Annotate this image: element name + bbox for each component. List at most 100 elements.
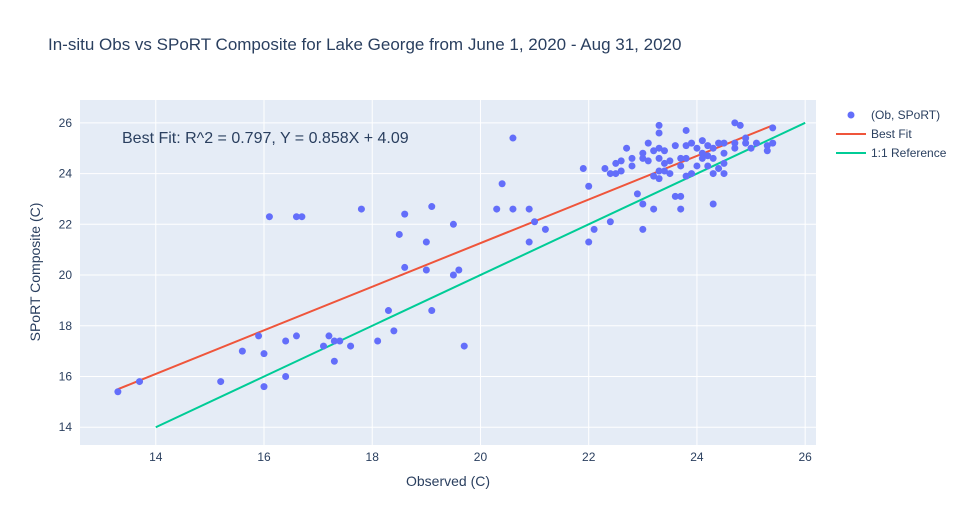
scatter-point[interactable] bbox=[677, 162, 685, 170]
scatter-point[interactable] bbox=[325, 332, 333, 340]
scatter-point[interactable] bbox=[650, 147, 658, 155]
scatter-point[interactable] bbox=[585, 182, 593, 190]
scatter-point[interactable] bbox=[525, 205, 533, 213]
scatter-point[interactable] bbox=[428, 307, 436, 315]
scatter-point[interactable] bbox=[606, 218, 614, 226]
scatter-point[interactable] bbox=[579, 164, 587, 172]
scatter-point[interactable] bbox=[736, 121, 744, 129]
scatter-point[interactable] bbox=[704, 162, 712, 170]
scatter-point[interactable] bbox=[677, 192, 685, 200]
scatter-point[interactable] bbox=[655, 144, 663, 152]
scatter-point[interactable] bbox=[255, 332, 263, 340]
legend-item[interactable]: 1:1 Reference bbox=[836, 146, 947, 160]
scatter-point[interactable] bbox=[639, 225, 647, 233]
scatter-point[interactable] bbox=[655, 175, 663, 183]
scatter-point[interactable] bbox=[666, 157, 674, 165]
scatter-point[interactable] bbox=[612, 159, 620, 167]
scatter-point[interactable] bbox=[428, 203, 436, 211]
scatter-point[interactable] bbox=[401, 263, 409, 271]
scatter-point[interactable] bbox=[655, 121, 663, 129]
scatter-point[interactable] bbox=[709, 144, 717, 152]
scatter-point[interactable] bbox=[282, 337, 290, 345]
scatter-point[interactable] bbox=[217, 378, 225, 386]
scatter-point[interactable] bbox=[330, 357, 338, 365]
scatter-point[interactable] bbox=[698, 149, 706, 157]
scatter-point[interactable] bbox=[666, 170, 674, 178]
scatter-point[interactable] bbox=[298, 213, 306, 221]
scatter-point[interactable] bbox=[677, 154, 685, 162]
scatter-point[interactable] bbox=[709, 200, 717, 208]
scatter-point[interactable] bbox=[422, 238, 430, 246]
scatter-point[interactable] bbox=[422, 266, 430, 274]
scatter-point[interactable] bbox=[612, 170, 620, 178]
scatter-point[interactable] bbox=[698, 154, 706, 162]
scatter-point[interactable] bbox=[720, 170, 728, 178]
scatter-point[interactable] bbox=[601, 164, 609, 172]
scatter-point[interactable] bbox=[509, 134, 517, 142]
legend-item[interactable]: Best Fit bbox=[836, 127, 912, 141]
scatter-point[interactable] bbox=[498, 180, 506, 188]
scatter-point[interactable] bbox=[585, 238, 593, 246]
scatter-point[interactable] bbox=[693, 162, 701, 170]
scatter-point[interactable] bbox=[628, 162, 636, 170]
scatter-point[interactable] bbox=[709, 170, 717, 178]
scatter-point[interactable] bbox=[357, 205, 365, 213]
scatter-point[interactable] bbox=[292, 332, 300, 340]
scatter-point[interactable] bbox=[336, 337, 344, 345]
scatter-point[interactable] bbox=[715, 164, 723, 172]
scatter-point[interactable] bbox=[347, 342, 355, 350]
scatter-point[interactable] bbox=[590, 225, 598, 233]
scatter-point[interactable] bbox=[682, 172, 690, 180]
scatter-point[interactable] bbox=[731, 119, 739, 127]
scatter-point[interactable] bbox=[742, 134, 750, 142]
scatter-point[interactable] bbox=[709, 154, 717, 162]
scatter-point[interactable] bbox=[531, 218, 539, 226]
scatter-point[interactable] bbox=[677, 205, 685, 213]
scatter-point[interactable] bbox=[265, 213, 273, 221]
scatter-point[interactable] bbox=[509, 205, 517, 213]
scatter-point[interactable] bbox=[606, 170, 614, 178]
scatter-point[interactable] bbox=[114, 388, 122, 396]
scatter-point[interactable] bbox=[493, 205, 501, 213]
scatter-point[interactable] bbox=[671, 142, 679, 150]
scatter-point[interactable] bbox=[682, 154, 690, 162]
scatter-point[interactable] bbox=[136, 378, 144, 386]
scatter-point[interactable] bbox=[639, 200, 647, 208]
scatter-point[interactable] bbox=[644, 139, 652, 147]
scatter-point[interactable] bbox=[320, 342, 328, 350]
legend[interactable]: (Ob, SPoRT) Best Fit 1:1 Reference bbox=[836, 108, 947, 160]
scatter-point[interactable] bbox=[763, 142, 771, 150]
scatter-point[interactable] bbox=[655, 154, 663, 162]
scatter-point[interactable] bbox=[747, 144, 755, 152]
scatter-point[interactable] bbox=[682, 142, 690, 150]
scatter-point[interactable] bbox=[374, 337, 382, 345]
scatter-point[interactable] bbox=[769, 139, 777, 147]
scatter-point[interactable] bbox=[688, 139, 696, 147]
scatter-point[interactable] bbox=[769, 124, 777, 132]
scatter-point[interactable] bbox=[650, 172, 658, 180]
scatter-point[interactable] bbox=[715, 139, 723, 147]
scatter-point[interactable] bbox=[238, 347, 246, 355]
scatter-point[interactable] bbox=[752, 139, 760, 147]
scatter-point[interactable] bbox=[525, 238, 533, 246]
scatter-point[interactable] bbox=[742, 139, 750, 147]
scatter-point[interactable] bbox=[260, 350, 268, 358]
scatter-point[interactable] bbox=[682, 126, 690, 134]
scatter-point[interactable] bbox=[639, 149, 647, 157]
scatter-point[interactable] bbox=[617, 157, 625, 165]
scatter-point[interactable] bbox=[633, 190, 641, 198]
scatter-point[interactable] bbox=[763, 147, 771, 155]
scatter-point[interactable] bbox=[731, 139, 739, 147]
scatter-point[interactable] bbox=[660, 159, 668, 167]
scatter-point[interactable] bbox=[449, 220, 457, 228]
scatter-point[interactable] bbox=[617, 167, 625, 175]
scatter-point[interactable] bbox=[449, 271, 457, 279]
scatter-point[interactable] bbox=[704, 142, 712, 150]
scatter-point[interactable] bbox=[455, 266, 463, 274]
scatter-point[interactable] bbox=[720, 159, 728, 167]
scatter-point[interactable] bbox=[401, 210, 409, 218]
scatter-point[interactable] bbox=[628, 154, 636, 162]
scatter-point[interactable] bbox=[720, 139, 728, 147]
legend-item[interactable]: (Ob, SPoRT) bbox=[847, 108, 941, 122]
scatter-point[interactable] bbox=[655, 167, 663, 175]
